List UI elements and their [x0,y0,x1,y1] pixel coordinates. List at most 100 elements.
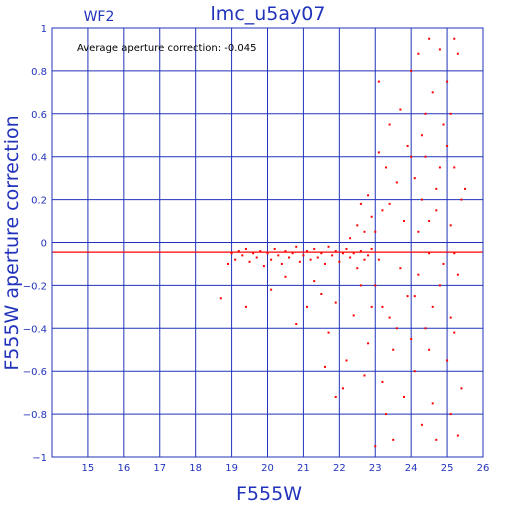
panel-label: WF2 [84,9,115,25]
data-point [374,445,377,448]
data-point [395,181,398,184]
x-tick-label: 19 [225,463,238,474]
data-point [313,247,316,250]
data-point [435,209,438,212]
data-point [392,438,395,441]
data-point [370,215,373,218]
data-point [438,284,441,287]
x-axis-label: F555W [236,483,302,505]
data-point [374,284,377,287]
data-point [385,413,388,416]
data-point [356,267,359,270]
x-tick-label: 15 [82,463,95,474]
data-point [431,91,434,94]
data-point [295,245,298,248]
data-point [456,52,459,55]
data-point [417,52,420,55]
data-point [359,202,362,205]
data-point [284,250,287,253]
data-point [277,254,280,257]
data-point [410,155,413,158]
data-point [280,262,283,265]
data-point [385,166,388,169]
data-point [352,252,355,255]
data-point [381,380,384,383]
x-tick-label: 17 [153,463,166,474]
data-point [377,80,380,83]
data-point [442,123,445,126]
data-point [226,262,229,265]
data-point [424,327,427,330]
data-point [248,260,251,263]
data-point [341,252,344,255]
data-point [420,198,423,201]
data-point [446,80,449,83]
y-tick-label: −0.6 [23,367,47,378]
data-point [377,258,380,261]
data-point [388,316,391,319]
y-tick-label: −0.4 [23,324,47,335]
data-point [363,230,366,233]
data-point [234,258,237,261]
data-point [410,69,413,72]
data-point [428,37,431,40]
data-point [438,166,441,169]
data-point [388,123,391,126]
data-point [298,260,301,263]
data-point [392,348,395,351]
data-point [320,292,323,295]
data-point [449,112,452,115]
data-point [413,370,416,373]
data-point [359,250,362,253]
data-point [367,254,370,257]
x-tick-label: 21 [297,463,310,474]
data-point [399,108,402,111]
axis-tick-labels: 15 16 17 18 19 20 21 22 23 24 25 26 −1 −0.8 −0.6 −0.4 −0… [23,24,490,474]
y-tick-label: 1 [41,24,47,35]
data-point [381,209,384,212]
data-point [413,295,416,298]
data-point [313,280,316,283]
y-tick-label: 0 [41,239,47,250]
data-point [410,338,413,341]
data-point [320,252,323,255]
data-point [331,254,334,257]
data-point [349,237,352,240]
data-point [460,198,463,201]
data-point [338,260,341,263]
data-point [377,151,380,154]
data-point [334,250,337,253]
data-point [252,252,255,255]
data-point [288,256,291,259]
data-point [316,256,319,259]
data-point [302,254,305,257]
data-point [230,252,233,255]
data-point [370,305,373,308]
data-point [370,247,373,250]
x-tick-label: 23 [369,463,382,474]
data-point [306,250,309,253]
data-point [374,230,377,233]
data-point [424,155,427,158]
data-point [244,247,247,250]
data-point [428,348,431,351]
data-point [356,224,359,227]
data-point [453,252,456,255]
data-point [460,387,463,390]
data-point [367,342,370,345]
data-point [402,395,405,398]
data-point [453,331,456,334]
data-point [219,297,222,300]
data-point [406,144,409,147]
data-point [456,434,459,437]
data-point [306,305,309,308]
data-point [284,275,287,278]
data-point [327,331,330,334]
data-point [334,301,337,304]
data-point [449,413,452,416]
data-point [453,166,456,169]
data-point [449,224,452,227]
data-point [341,387,344,390]
data-point [352,314,355,317]
data-point [453,37,456,40]
